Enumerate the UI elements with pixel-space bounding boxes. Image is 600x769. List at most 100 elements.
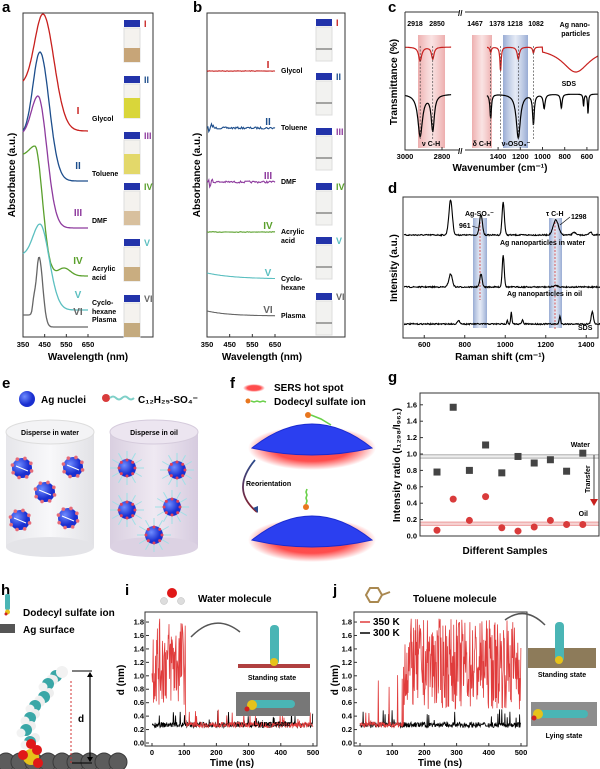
panel-label-j: j bbox=[332, 582, 337, 599]
surfactant-tail-oil bbox=[145, 542, 150, 550]
surfactant-tail-oil bbox=[162, 461, 170, 466]
y-tick-label-i: 1.4 bbox=[134, 644, 145, 653]
absorbance-curve-6 bbox=[23, 256, 88, 328]
x-tick-label-j: 500 bbox=[515, 748, 528, 757]
solvent-label-b: Glycol bbox=[281, 68, 302, 75]
vial-numeral-a: III bbox=[144, 131, 152, 141]
reorientation-arrow[interactable] bbox=[242, 459, 258, 513]
solvent-label-a: Toluene bbox=[92, 171, 118, 178]
sulfate-head bbox=[68, 474, 72, 479]
oil-point bbox=[449, 495, 457, 503]
surfactant-tail-oil bbox=[112, 459, 120, 464]
lying-state-label-j: Lying state bbox=[546, 733, 583, 740]
oil-point bbox=[546, 516, 554, 524]
band-vCH bbox=[418, 35, 445, 148]
ftir-curve-sds bbox=[486, 93, 599, 140]
dome-top bbox=[248, 412, 376, 470]
x-tick-label-i: 100 bbox=[178, 748, 191, 757]
sulfate-head bbox=[160, 533, 164, 537]
sulfate-head bbox=[69, 506, 73, 511]
y-tick-label-g: 0.6 bbox=[407, 482, 417, 491]
legend-dodecyl-sulfate: Dodecyl sulfate ion bbox=[23, 608, 115, 619]
surfactant-tail-oil bbox=[163, 492, 168, 500]
surfactant-tail-oil bbox=[184, 461, 192, 466]
y-axis-label-g: Intensity ratio (I₁₂₉₈/I₉₆₁) bbox=[392, 408, 403, 522]
sulfate-head bbox=[75, 511, 79, 516]
sulfate-head bbox=[169, 474, 173, 478]
band-water bbox=[419, 454, 600, 459]
sulfate-head bbox=[146, 539, 150, 543]
ag-nuclei-icon bbox=[19, 391, 35, 407]
ag-surface-legend-icon bbox=[0, 624, 15, 633]
sulfate-head bbox=[169, 462, 173, 466]
y-tick-label-j: 0.8 bbox=[342, 685, 352, 694]
sulfate-head bbox=[10, 463, 15, 467]
trajectory-350k bbox=[151, 618, 314, 729]
x-tick-label-c: 3000 bbox=[397, 152, 414, 161]
x-axis-label-i: Time (ns) bbox=[210, 758, 254, 769]
panel-h: h Dodecyl sulfate ion Ag surface d bbox=[0, 582, 128, 769]
sulfate-head bbox=[170, 513, 174, 517]
surfactant-tail-oil bbox=[134, 459, 142, 464]
panel-f: f SERS hot spot Dodecyl sulfate ion Reor… bbox=[230, 375, 376, 562]
plot-frame-d bbox=[402, 196, 599, 339]
x-tick-label-c: 1000 bbox=[534, 152, 551, 161]
vial-numeral-a: I bbox=[144, 19, 147, 29]
peak-label-c: 1218 bbox=[507, 21, 523, 28]
y-tick-label-j: 1.8 bbox=[342, 618, 352, 627]
y-tick-label-g: 0.2 bbox=[407, 515, 417, 524]
band-label-voso3: ν-OSO₃⁻ bbox=[502, 141, 531, 148]
sulfate-head bbox=[80, 460, 84, 465]
curve-numeral-a: VI bbox=[73, 307, 83, 318]
vial-b bbox=[315, 26, 333, 62]
x-tick-label-d: 600 bbox=[418, 340, 431, 349]
y-tick-label-g: 1.0 bbox=[407, 450, 417, 459]
x-tick-label-a: 650 bbox=[82, 340, 95, 349]
sulfate-head bbox=[158, 527, 162, 531]
solvent-label-a: Glycol bbox=[92, 116, 113, 123]
series-label-oil: Ag nanoparticles in oil bbox=[507, 291, 582, 298]
sulfate-head bbox=[40, 499, 44, 504]
solvent-label-a: Acrylic bbox=[92, 266, 115, 273]
x-tick-label-c: 800 bbox=[558, 152, 571, 161]
x-tick-label-c: 600 bbox=[581, 152, 594, 161]
vial-cap-b bbox=[316, 19, 332, 26]
sulfate-head bbox=[46, 480, 50, 485]
absorbance-curve-b-3 bbox=[206, 177, 276, 189]
surfactant-tail-oil bbox=[162, 474, 170, 479]
surfactant-head-icon bbox=[102, 394, 110, 402]
oil-point bbox=[482, 493, 490, 501]
band-label-vch: ν C-H bbox=[422, 141, 440, 148]
surfactant-tail-oil bbox=[112, 514, 120, 519]
band-vOSO3 bbox=[503, 35, 528, 148]
sulfate-head bbox=[27, 521, 32, 525]
title-i: Water molecule bbox=[198, 594, 272, 605]
water-point bbox=[482, 441, 490, 449]
sulfate-head bbox=[27, 513, 31, 518]
x-tick-label-b: 550 bbox=[246, 340, 259, 349]
sulfate-head bbox=[181, 474, 185, 478]
oil-point bbox=[530, 523, 538, 531]
peak-label-c: 1378 bbox=[489, 21, 505, 28]
raman-curve-water bbox=[403, 199, 600, 237]
panel-c: c // // Transmittance (%) Wavenumber (cm… bbox=[388, 0, 599, 174]
x-axis-label-a: Wavelength (nm) bbox=[48, 352, 128, 363]
trajectory-350k bbox=[359, 618, 522, 729]
water-point bbox=[514, 452, 522, 460]
sulfate-head bbox=[34, 494, 38, 499]
series-label-ag: Ag nano- bbox=[560, 22, 591, 29]
y-axis-label-j: d (nm) bbox=[330, 665, 341, 696]
y-tick-label-i: 1.0 bbox=[134, 671, 144, 680]
panel-i: i Water molecule 0 100 200 300 400 500 0.0 0.2 0… bbox=[116, 582, 319, 769]
legend-300k: 300 K bbox=[373, 628, 400, 639]
x-tick-label-a: 450 bbox=[38, 340, 51, 349]
absorbance-curve-4 bbox=[22, 145, 88, 277]
curve-numeral-a: II bbox=[75, 161, 81, 172]
absorbance-curve-3 bbox=[22, 95, 88, 229]
plot-frame-j bbox=[353, 611, 528, 747]
oil-point bbox=[465, 516, 473, 524]
sulfate-head bbox=[21, 508, 25, 513]
sulfate-head bbox=[75, 519, 80, 523]
standing-state-label-i: Standing state bbox=[248, 675, 296, 682]
y-tick-label-i: 0.6 bbox=[134, 698, 144, 707]
